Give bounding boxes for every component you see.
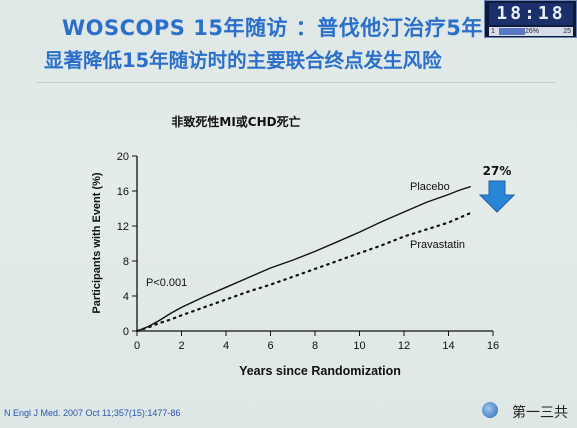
widget-digits: 18:18 bbox=[489, 3, 573, 25]
recording-widget[interactable]: 18:18 1 26% 25 bbox=[484, 0, 577, 38]
x-tick-label: 8 bbox=[312, 340, 318, 352]
y-tick-label: 4 bbox=[123, 291, 129, 303]
x-tick-label: 12 bbox=[398, 340, 410, 352]
x-tick-label: 10 bbox=[353, 340, 365, 352]
series-line-placebo bbox=[136, 185, 472, 332]
y-axis-label: Participants with Event (%) bbox=[91, 172, 103, 314]
pvalue-annotation: P<0.001 bbox=[146, 277, 187, 289]
widget-bar-right: 25 bbox=[563, 28, 571, 35]
chart-series bbox=[135, 185, 472, 333]
x-ticks: 0 2 4 6 8 10 12 14 16 bbox=[134, 331, 499, 352]
x-axis-label: Years since Randomization bbox=[239, 364, 401, 378]
widget-bar-mid: 26% bbox=[525, 28, 540, 35]
chart-title: 非致死性MI或CHD死亡 bbox=[171, 114, 300, 129]
x-tick-label: 14 bbox=[442, 340, 454, 352]
slide-title-line1: WOSCOPS 15年随访 ：普伐他汀治疗5年 bbox=[62, 16, 483, 40]
y-tick-label: 8 bbox=[123, 256, 129, 268]
series-label-placebo: Placebo bbox=[410, 181, 450, 193]
footer-company: 第一三共 bbox=[512, 405, 568, 421]
slide-title-line2: 显著降低15年随访时的主要联合终点发生风险 bbox=[44, 49, 442, 72]
x-tick-label: 0 bbox=[134, 340, 140, 352]
x-tick-label: 4 bbox=[223, 340, 229, 352]
x-tick-label: 2 bbox=[178, 340, 184, 352]
widget-bar-left: 1 bbox=[491, 28, 495, 35]
y-tick-label: 16 bbox=[117, 186, 129, 198]
title-divider bbox=[36, 82, 556, 83]
x-tick-label: 16 bbox=[487, 340, 499, 352]
reduction-label: 27% bbox=[483, 164, 512, 178]
series-line-pravastatin bbox=[135, 211, 472, 333]
y-tick-label: 12 bbox=[117, 221, 129, 233]
y-tick-label: 0 bbox=[123, 326, 129, 338]
x-tick-label: 6 bbox=[267, 340, 273, 352]
widget-progress-bar[interactable]: 1 26% 25 bbox=[489, 27, 573, 36]
y-ticks: 0 4 8 12 16 20 bbox=[117, 151, 137, 338]
company-logo-icon bbox=[482, 402, 498, 418]
y-tick-label: 20 bbox=[117, 151, 129, 163]
citation: N Engl J Med. 2007 Oct 11;357(15):1477-8… bbox=[4, 408, 181, 418]
down-arrow-icon bbox=[478, 180, 516, 213]
widget-progress-fill bbox=[499, 28, 525, 35]
series-label-pravastatin: Pravastatin bbox=[410, 239, 465, 251]
